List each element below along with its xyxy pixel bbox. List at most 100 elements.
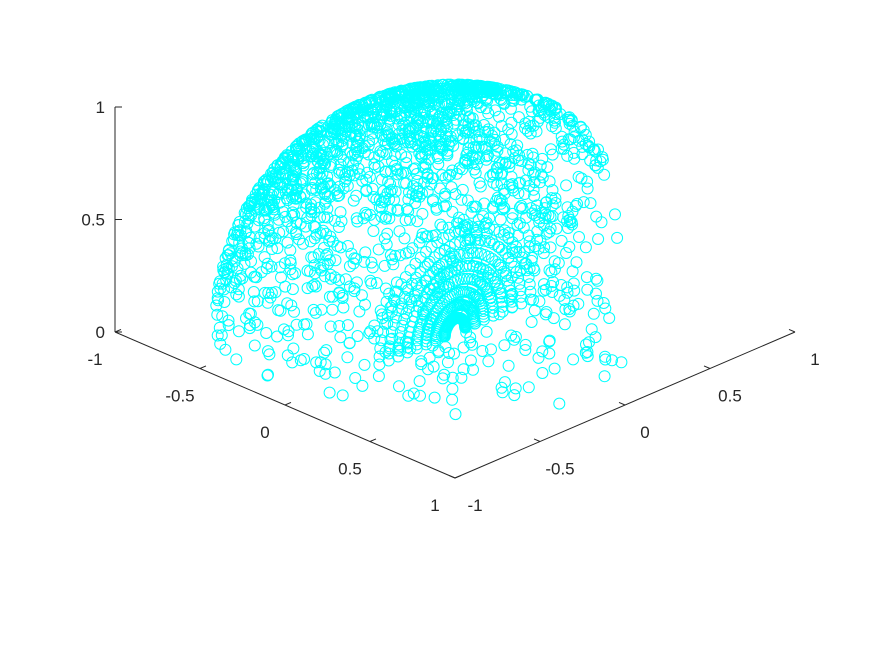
scatter-point <box>581 346 594 358</box>
scatter-point <box>465 206 478 219</box>
x-tick-label: 0 <box>260 423 269 442</box>
scatter-point <box>479 126 492 138</box>
scatter-point <box>512 229 525 242</box>
scatter-point <box>531 233 544 246</box>
scatter-point <box>555 130 568 143</box>
scatter-point <box>615 356 628 369</box>
x-tick-label: -1 <box>87 350 102 369</box>
scatter-point <box>592 233 605 245</box>
scatter-point <box>364 111 377 123</box>
scatter-point <box>420 275 433 288</box>
scatter-point <box>312 248 325 260</box>
y-tick-mark <box>788 328 796 333</box>
scatter-point <box>569 200 582 212</box>
scatter-point <box>326 290 339 303</box>
scatter-point <box>232 325 245 338</box>
scatter-point <box>403 293 416 306</box>
scatter-point <box>333 274 346 286</box>
scatter-point <box>539 308 552 321</box>
scatter-point <box>538 278 550 291</box>
scatter-point <box>361 104 374 117</box>
scatter-point <box>321 211 334 224</box>
scatter-point <box>417 136 430 149</box>
scatter-point <box>423 283 436 295</box>
scatter-point <box>549 197 562 209</box>
scatter-point <box>341 351 354 364</box>
scatter-point <box>563 111 576 124</box>
scatter-point <box>536 367 549 379</box>
scatter-point <box>265 189 278 201</box>
scatter-point <box>365 277 378 290</box>
scatter-point <box>567 277 580 290</box>
scatter-point <box>433 140 446 153</box>
y-tick-label: 1 <box>810 350 819 369</box>
scatter-point <box>404 342 417 355</box>
scatter-point <box>413 375 426 388</box>
scatter-point <box>442 280 455 293</box>
scatter-point <box>440 106 453 119</box>
scatter-point <box>547 312 560 325</box>
scatter-point <box>406 140 419 153</box>
scatter-point <box>400 177 413 190</box>
scatter-point <box>581 182 594 195</box>
scatter-point <box>398 109 411 122</box>
scatter-point <box>562 222 574 234</box>
scatter-point <box>522 157 535 170</box>
scatter-point <box>279 210 292 223</box>
scatter-point <box>482 123 495 136</box>
scatter-point <box>499 158 512 171</box>
scatter-point <box>271 242 284 255</box>
scatter-point <box>398 232 411 245</box>
scatter-point <box>341 319 354 332</box>
scatter-point <box>543 335 556 348</box>
scatter-point <box>393 380 405 393</box>
x-tick-mark <box>284 401 292 406</box>
scatter-point <box>312 145 324 158</box>
scatter-point <box>591 294 604 307</box>
scatter-point <box>420 332 433 345</box>
scatter-point <box>529 209 542 222</box>
scatter-point <box>543 226 556 238</box>
scatter-point <box>506 207 519 220</box>
scatter-point <box>495 381 508 394</box>
x-tick-label: -0.5 <box>165 387 194 406</box>
scatter-point <box>336 289 349 302</box>
scatter-point <box>524 159 537 172</box>
scatter-point <box>480 227 493 240</box>
scatter-point <box>590 272 603 285</box>
scatter-point <box>525 316 538 328</box>
scatter-point <box>467 260 480 273</box>
scatter-point <box>463 272 476 285</box>
x-tick-mark <box>199 365 207 369</box>
scatter-point <box>464 331 477 344</box>
scatter-point <box>310 356 323 369</box>
scatter-point <box>398 136 411 149</box>
scatter-point <box>260 262 273 275</box>
scatter-point <box>444 168 457 181</box>
x-tick-label: 1 <box>430 496 439 515</box>
scatter-point <box>506 243 519 256</box>
scatter-point <box>543 264 556 277</box>
scatter-point <box>404 213 416 226</box>
scatter-point <box>386 253 399 266</box>
scatter-point <box>515 88 528 101</box>
scatter-point <box>337 182 350 195</box>
scatter-point <box>580 338 592 351</box>
scatter-point <box>329 184 342 196</box>
scatter-point <box>380 238 393 251</box>
scatter-point <box>428 282 441 295</box>
scatter-point <box>466 200 479 213</box>
scatter-point <box>442 139 455 152</box>
scatter-point <box>349 372 362 384</box>
scatter-point <box>372 243 385 256</box>
scatter-point <box>298 353 311 365</box>
scatter-point <box>304 265 316 278</box>
scatter-point <box>287 198 300 211</box>
scatter-point <box>491 86 504 99</box>
scatter-point <box>326 235 339 248</box>
scatter-point <box>523 278 536 291</box>
scatter-point <box>508 333 521 346</box>
scatter-point <box>410 278 423 290</box>
scatter-point <box>325 128 338 141</box>
